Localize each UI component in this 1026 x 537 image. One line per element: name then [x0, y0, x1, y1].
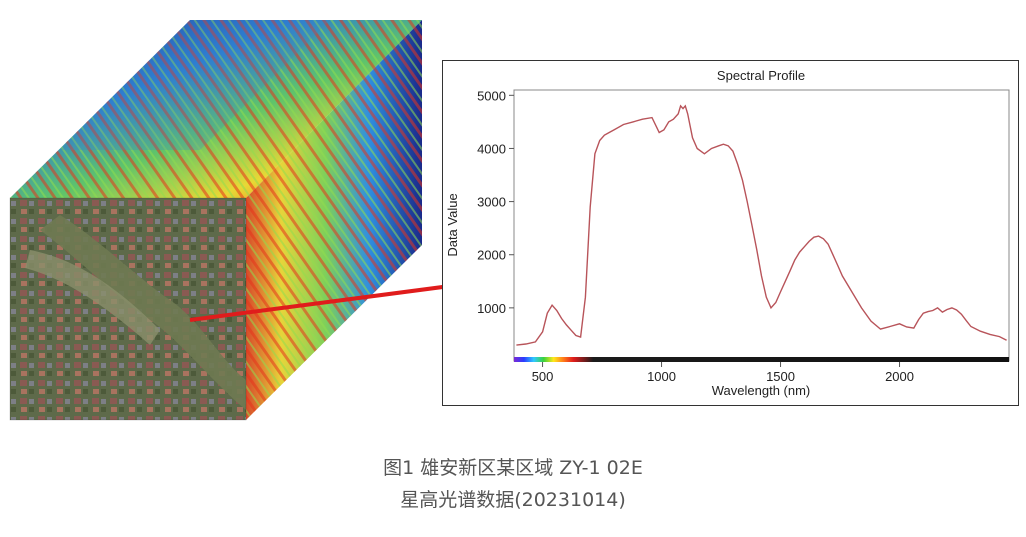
x-axis-label: Wavelength (nm) — [712, 383, 811, 398]
x-tick-label: 1500 — [766, 369, 795, 384]
figure-caption: 图1 雄安新区某区域 ZY-1 02E 星高光谱数据(20231014) — [0, 452, 1026, 516]
x-tick-label: 1000 — [647, 369, 676, 384]
y-axis-label: Data Value — [445, 193, 460, 256]
caption-line-1: 图1 雄安新区某区域 ZY-1 02E — [383, 457, 643, 479]
spectral-profile-panel: Spectral Profile 1000 2000 3000 4000 5000 50… — [442, 60, 1019, 406]
y-tick-label: 3000 — [477, 195, 506, 210]
plot-area-frame — [513, 89, 1010, 362]
y-axis: 1000 2000 3000 4000 5000 — [477, 88, 514, 316]
chart-title: Spectral Profile — [717, 68, 805, 83]
wavelength-color-bar — [514, 357, 1009, 362]
x-tick-label: 2000 — [885, 369, 914, 384]
y-tick-label: 1000 — [477, 301, 506, 316]
hyperspectral-cube-image — [9, 20, 445, 421]
y-tick-label: 4000 — [477, 141, 506, 156]
x-tick-label: 500 — [532, 369, 554, 384]
spectral-curve-line — [516, 104, 1007, 346]
spectral-profile-chart: Spectral Profile 1000 2000 3000 4000 5000 50… — [445, 68, 1010, 398]
y-tick-label: 2000 — [477, 248, 506, 263]
caption-line-2: 星高光谱数据(20231014) — [400, 489, 626, 511]
x-axis: 500 1000 1500 2000 — [532, 362, 914, 384]
y-tick-label: 5000 — [477, 88, 506, 103]
